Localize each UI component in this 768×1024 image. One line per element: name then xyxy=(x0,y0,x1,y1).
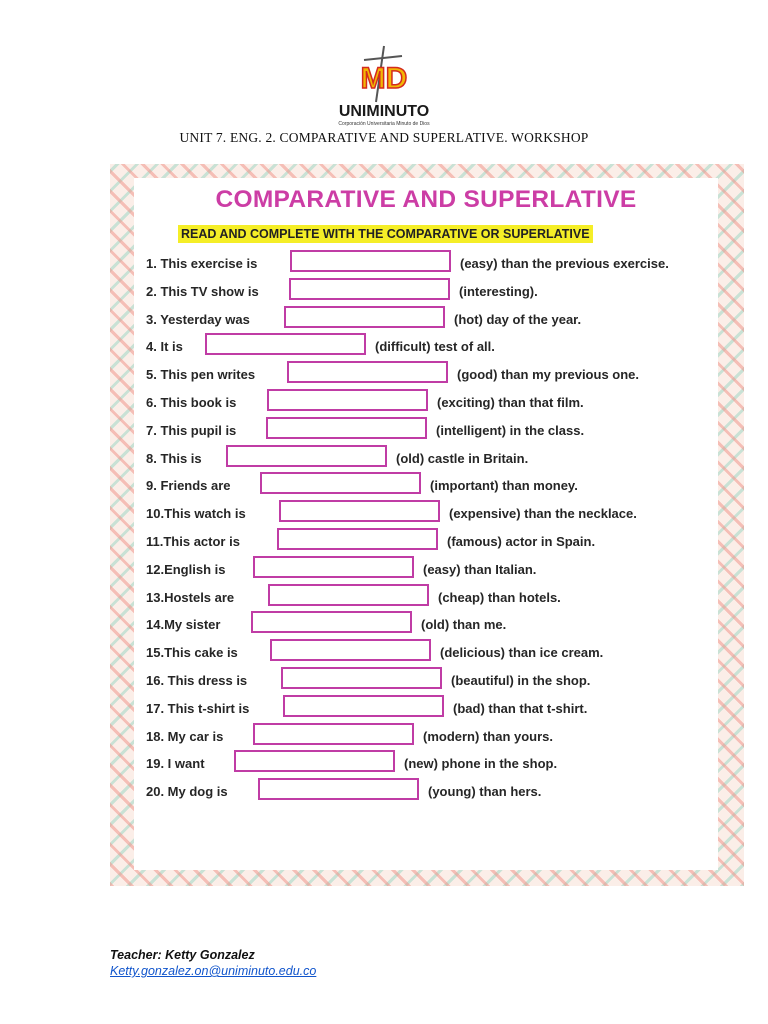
exercise-row: 17. This t-shirt is (bad) than that t-shi… xyxy=(146,694,716,721)
exercise-suffix: (expensive) than the necklace. xyxy=(449,506,637,522)
exercise-suffix: (important) than money. xyxy=(430,478,578,494)
exercise-prefix: 19. I want xyxy=(146,756,205,772)
exercise-prefix: 4. It is xyxy=(146,339,183,355)
answer-box[interactable] xyxy=(251,611,412,634)
exercise-row: 19. I want (new) phone in the shop. xyxy=(146,750,716,776)
answer-box[interactable] xyxy=(234,750,395,773)
answer-box[interactable] xyxy=(277,528,438,550)
exercise-prefix: 18. My car is xyxy=(146,728,224,744)
exercise-row: 16. This dress is (beautiful) in the shop… xyxy=(146,667,716,693)
exercise-suffix: (bad) than that t-shirt. xyxy=(453,700,588,716)
exercise-suffix: (modern) than yours. xyxy=(423,728,554,744)
exercise-row: 11.This actor is (famous) actor in Spain. xyxy=(146,528,716,554)
worksheet-page: COMPARATIVE AND SUPERLATIVE READ AND COM… xyxy=(134,178,718,870)
exercise-suffix: (interesting). xyxy=(459,283,538,299)
exercise-prefix: 11.This actor is xyxy=(146,534,240,549)
exercise-row: 1. This exercise is (easy) than the previ… xyxy=(146,250,716,276)
exercise-row: 12.English is (easy) than Italian. xyxy=(146,555,716,582)
exercise-suffix: (beautiful) in the shop. xyxy=(451,673,591,688)
teacher-name: Teacher: Ketty Gonzalez xyxy=(110,948,255,962)
worksheet-title: COMPARATIVE AND SUPERLATIVE xyxy=(215,186,637,213)
exercise-row: 7. This pupil is (intelligent) in the cla… xyxy=(146,416,716,443)
exercise-prefix: 17. This t-shirt is xyxy=(146,700,250,716)
logo-subtitle: Corporación Universitaria Minuto de Dios xyxy=(338,121,430,127)
exercise-suffix: (difficult) test of all. xyxy=(375,339,495,355)
answer-box[interactable] xyxy=(281,667,442,689)
exercise-suffix: (cheap) than hotels. xyxy=(438,589,561,605)
exercise-suffix: (easy) than Italian. xyxy=(423,561,537,577)
exercise-suffix: (intelligent) in the class. xyxy=(436,422,585,438)
answer-box[interactable] xyxy=(266,416,427,439)
answer-box[interactable] xyxy=(279,500,440,523)
logo-letters: MD xyxy=(361,62,408,95)
worksheet-card: COMPARATIVE AND SUPERLATIVE READ AND COM… xyxy=(110,164,744,886)
exercise-suffix: (hot) day of the year. xyxy=(454,311,582,327)
answer-box[interactable] xyxy=(268,583,429,606)
exercise-row: 5. This pen writes (good) than my previou… xyxy=(146,361,716,387)
exercise-prefix: 6. This book is xyxy=(146,395,237,410)
exercise-row: 15.This cake is (delicious) than ice crea… xyxy=(146,639,716,665)
exercise-prefix: 10.This watch is xyxy=(146,506,246,522)
exercise-suffix: (exciting) than that film. xyxy=(437,395,584,410)
exercise-suffix: (new) phone in the shop. xyxy=(404,756,558,772)
exercise-prefix: 5. This pen writes xyxy=(146,367,256,383)
worksheet-instruction: READ AND COMPLETE WITH THE COMPARATIVE O… xyxy=(178,225,593,243)
exercise-suffix: (old) than me. xyxy=(421,617,507,633)
answer-box[interactable] xyxy=(258,778,419,801)
exercise-prefix: 13.Hostels are xyxy=(146,589,235,605)
answer-box[interactable] xyxy=(253,555,414,578)
unit-title: UNIT 7. ENG. 2. COMPARATIVE AND SUPERLAT… xyxy=(179,130,589,145)
exercise-row: 3. Yesterday was (hot) day of the year. xyxy=(146,305,716,332)
exercise-row: 20. My dog is (young) than hers. xyxy=(146,778,716,804)
exercise-row: 2. This TV show is (interesting). xyxy=(146,277,716,304)
exercise-suffix: (young) than hers. xyxy=(428,784,542,800)
exercise-suffix: (easy) than the previous exercise. xyxy=(460,256,669,271)
answer-box[interactable] xyxy=(270,639,431,662)
footer: Teacher: Ketty Gonzalez Ketty.gonzalez.o… xyxy=(110,948,316,978)
exercise-row: 10.This watch is (expensive) than the nec… xyxy=(146,500,716,526)
answer-box[interactable] xyxy=(253,722,414,745)
exercise-prefix: 14.My sister xyxy=(146,617,221,633)
exercise-row: 18. My car is (modern) than yours. xyxy=(146,722,716,749)
exercise-list: 1. This exercise is (easy) than the previ… xyxy=(134,178,718,870)
exercise-suffix: (delicious) than ice cream. xyxy=(440,645,604,661)
exercise-suffix: (famous) actor in Spain. xyxy=(447,534,596,549)
uniminuto-logo: MD UNIMINUTO Corporación Universitaria M… xyxy=(312,44,456,128)
answer-box[interactable] xyxy=(205,333,366,356)
exercise-prefix: 12.English is xyxy=(146,561,226,577)
exercise-row: 8. This is (old) castle in Britain. xyxy=(146,444,716,471)
exercise-row: 4. It is (difficult) test of all. xyxy=(146,333,716,359)
answer-box[interactable] xyxy=(284,305,445,328)
teacher-email-link[interactable]: Ketty.gonzalez.on@uniminuto.edu.co xyxy=(110,964,317,978)
exercise-prefix: 15.This cake is xyxy=(146,645,238,661)
exercise-prefix: 16. This dress is xyxy=(146,673,248,688)
answer-box[interactable] xyxy=(226,444,387,467)
exercise-prefix: 20. My dog is xyxy=(146,784,228,800)
exercise-suffix: (old) castle in Britain. xyxy=(396,450,529,466)
answer-box[interactable] xyxy=(267,389,428,411)
answer-box[interactable] xyxy=(287,361,448,384)
exercise-prefix: 2. This TV show is xyxy=(146,283,259,299)
answer-box[interactable] xyxy=(290,250,451,272)
logo-name: UNIMINUTO xyxy=(339,103,429,120)
exercise-row: 14.My sister (old) than me. xyxy=(146,611,716,637)
answer-box[interactable] xyxy=(260,472,421,495)
exercise-row: 13.Hostels are (cheap) than hotels. xyxy=(146,583,716,610)
exercise-suffix: (good) than my previous one. xyxy=(457,367,640,383)
exercise-row: 9. Friends are (important) than money. xyxy=(146,472,716,498)
exercise-prefix: 8. This is xyxy=(146,450,202,466)
exercise-prefix: 9. Friends are xyxy=(146,478,231,494)
answer-box[interactable] xyxy=(283,694,444,717)
answer-box[interactable] xyxy=(289,277,450,300)
exercise-prefix: 3. Yesterday was xyxy=(146,311,250,327)
exercise-prefix: 7. This pupil is xyxy=(146,422,237,438)
exercise-row: 6. This book is (exciting) than that film… xyxy=(146,389,716,415)
exercise-prefix: 1. This exercise is xyxy=(146,256,258,271)
